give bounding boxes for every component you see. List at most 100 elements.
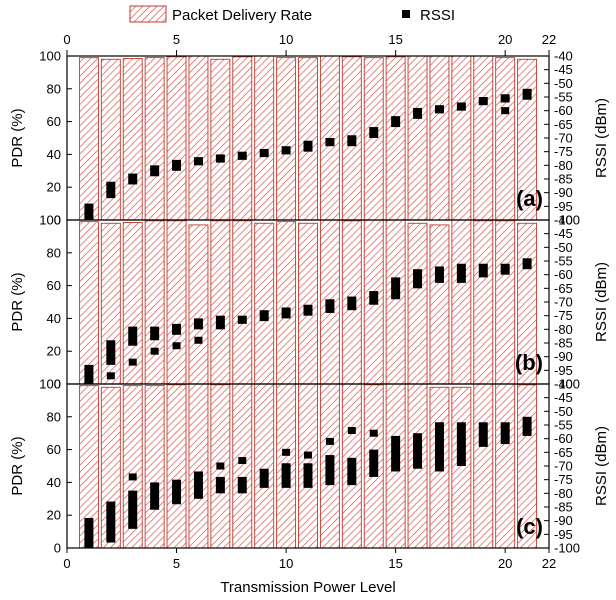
pdr-bar: [254, 383, 275, 549]
right-y-tick-label: -80: [554, 322, 573, 337]
left-axis-title: PDR (%): [9, 272, 26, 331]
pdr-bar: [254, 222, 275, 385]
rssi-marker: [259, 468, 269, 488]
right-y-tick-label: -55: [554, 254, 573, 269]
rssi-marker: [172, 479, 182, 505]
pdr-bar: [122, 58, 143, 221]
rssi-marker: [347, 457, 357, 486]
rssi-marker: [106, 340, 116, 365]
rssi-marker: [500, 422, 510, 445]
pdr-bar: [254, 55, 275, 221]
rssi-marker: [172, 323, 182, 335]
rssi-marker: [128, 326, 138, 346]
pdr-bar: [495, 383, 516, 549]
panel-label: (a): [516, 186, 543, 211]
rssi-marker: [369, 127, 379, 138]
rssi-marker: [522, 88, 532, 100]
rssi-marker: [434, 105, 444, 114]
top-x-tick-label: 20: [498, 32, 512, 47]
right-y-tick-label: -95: [554, 199, 573, 214]
rssi-marker: [478, 263, 488, 278]
left-axis-title: PDR (%): [9, 108, 26, 167]
rssi-outlier: [194, 336, 203, 344]
top-x-tick-label: 5: [173, 32, 180, 47]
rssi-marker: [150, 165, 160, 177]
pdr-bar: [188, 383, 209, 549]
rssi-marker: [456, 422, 466, 466]
rssi-marker: [84, 364, 94, 384]
legend-marker-label: RSSI: [420, 7, 455, 24]
plot-area: 0 5 10 15 20 22020406080100-100-95-90-85-80-7…: [9, 32, 610, 571]
right-y-tick-label: -55: [554, 418, 573, 433]
pdr-bar: [166, 384, 187, 549]
left-y-tick-label: 60: [47, 442, 61, 457]
right-y-tick-label: -100: [554, 541, 580, 556]
rssi-marker: [215, 476, 225, 494]
rssi-outlier: [325, 437, 334, 445]
rssi-marker: [303, 463, 313, 488]
pdr-bar: [385, 56, 406, 221]
pdr-bar: [210, 58, 231, 221]
legend-bar-label: Packet Delivery Rate: [172, 7, 312, 24]
pdr-bar: [451, 55, 472, 221]
right-y-tick-label: -50: [554, 404, 573, 419]
rssi-marker: [303, 304, 313, 316]
pdr-bar: [144, 220, 165, 385]
top-x-tick-label: 15: [388, 32, 402, 47]
pdr-bar: [298, 57, 318, 221]
right-y-tick-label: -75: [554, 472, 573, 487]
rssi-marker: [478, 97, 488, 106]
left-y-tick-label: 100: [39, 49, 61, 64]
left-y-tick-label: 40: [47, 475, 61, 490]
pdr-bar: [298, 222, 318, 385]
pdr-bar: [232, 56, 253, 221]
left-y-tick-label: 80: [47, 81, 61, 96]
top-x-tick-label: 10: [279, 32, 293, 47]
rssi-marker: [215, 154, 225, 163]
right-y-tick-label: -70: [554, 295, 573, 310]
rssi-marker: [237, 151, 247, 160]
left-y-tick-label: 0: [54, 541, 61, 556]
left-y-tick-label: 80: [47, 409, 61, 424]
left-y-tick-label: 20: [47, 180, 61, 195]
pdr-bar: [276, 57, 297, 221]
pdr-bar: [210, 220, 231, 385]
rssi-outlier: [106, 372, 115, 380]
rssi-marker: [259, 310, 269, 322]
rssi-marker: [325, 138, 335, 147]
left-y-tick-label: 80: [47, 245, 61, 260]
rssi-marker: [237, 315, 247, 324]
right-y-tick-label: -85: [554, 172, 573, 187]
left-axis-title: PDR (%): [9, 436, 26, 495]
rssi-marker: [215, 315, 225, 330]
rssi-outlier: [172, 342, 181, 350]
left-y-tick-label: 0: [54, 213, 61, 228]
pdr-bar: [144, 385, 165, 549]
right-y-tick-label: -50: [554, 76, 573, 91]
right-axis-title: RSSI (dBm): [593, 98, 610, 178]
rssi-marker: [150, 326, 160, 341]
panel-label: (b): [515, 350, 543, 375]
pdr-bar: [429, 224, 450, 385]
rssi-marker: [500, 263, 510, 275]
left-y-tick-label: 0: [54, 377, 61, 392]
right-y-tick-label: -60: [554, 103, 573, 118]
right-y-tick-label: -65: [554, 117, 573, 132]
bottom-x-tick-label: 10: [279, 556, 293, 571]
rssi-marker: [303, 140, 313, 152]
pdr-bar: [144, 57, 165, 221]
right-y-tick-label: -95: [554, 363, 573, 378]
right-y-tick-label: -40: [554, 377, 573, 392]
right-y-tick-label: -85: [554, 500, 573, 515]
right-y-tick-label: -75: [554, 308, 573, 323]
pdr-bar: [385, 219, 406, 385]
pdr-bar: [232, 220, 253, 385]
rssi-outlier: [304, 451, 312, 459]
pdr-bar: [78, 221, 99, 385]
bottom-x-tick-label: 20: [498, 556, 512, 571]
pdr-bar: [495, 220, 516, 385]
rssi-marker: [106, 501, 116, 543]
left-y-tick-label: 40: [47, 311, 61, 326]
right-y-tick-label: -85: [554, 336, 573, 351]
